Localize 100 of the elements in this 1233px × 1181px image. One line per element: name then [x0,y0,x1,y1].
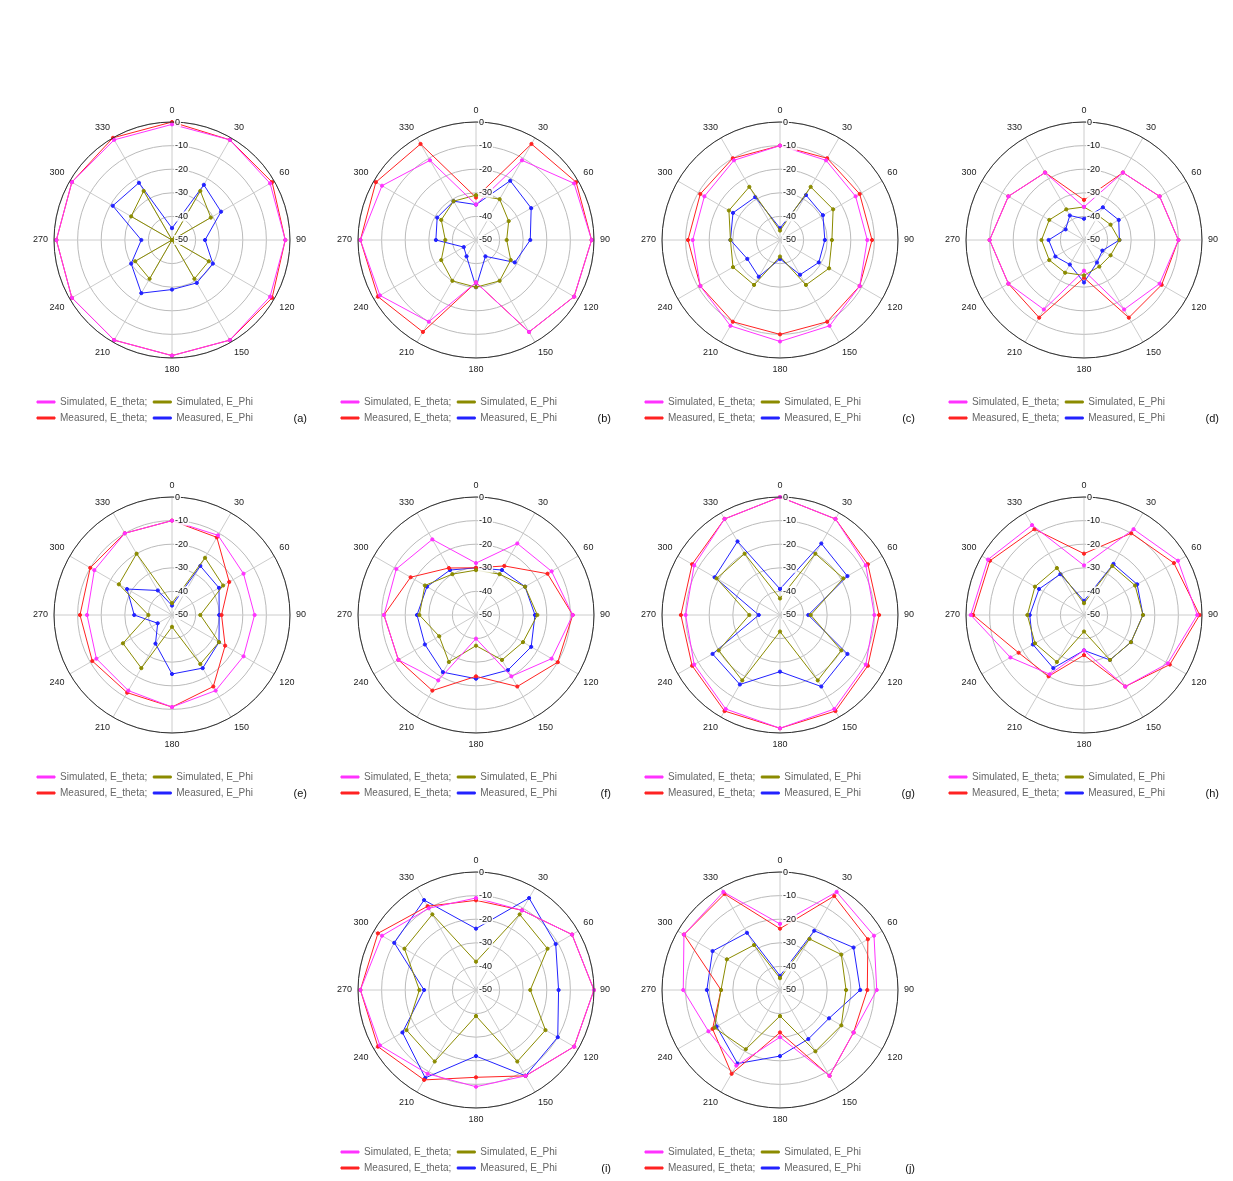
text: (e) [293,787,307,800]
legend-label: Simulated, E_theta; [971,395,1059,407]
y-tick-label: -10 [478,515,492,526]
spoke-label: 60 [582,917,593,928]
legend-label: Simulated, E_Phi [175,770,253,782]
spoke-label: 120 [582,1051,598,1062]
spoke-label: 210 [702,347,718,358]
spoke-label: 270 [336,609,352,620]
spoke-label: 210 [94,347,110,358]
spoke-label: 150 [537,347,553,358]
y-tick-label: -20 [174,538,188,549]
spoke-label: 180 [467,738,484,749]
spoke-label: 120 [278,676,294,687]
y-tick-label: -50 [478,609,492,620]
spoke-label: 150 [841,722,857,733]
spoke-label: 300 [657,542,673,553]
spoke-label: 150 [537,722,553,733]
y-tick-label: -40 [1086,585,1100,596]
y-tick-label: 0 [472,480,479,491]
spoke-label: 180 [163,738,180,749]
y-tick-label: -30 [174,562,188,573]
y-tick-label: 0 [776,855,783,866]
spoke-label: 60 [1190,542,1201,553]
y-tick-label: -30 [782,937,796,948]
y-tick-label: -10 [174,515,188,526]
y-tick-label: -40 [174,585,188,596]
spoke-label: 150 [841,1097,857,1108]
y-tick-label: 0 [472,855,479,866]
spoke-label: 30 [537,121,548,132]
spoke-label: 240 [961,301,977,312]
text: (g) [901,787,915,800]
y-tick-label: -20 [782,163,796,174]
spoke-label: 240 [657,301,673,312]
legend-label: Simulated, E_theta; [667,770,755,782]
spoke-label: 150 [233,722,249,733]
y-tick-label: 0 [472,105,479,116]
spoke-label: 240 [353,301,369,312]
text: (h) [1205,787,1219,800]
spoke-label: 330 [398,871,414,882]
legend-label: Measured, E_Phi [175,411,253,423]
legend-label: Measured, E_theta; [667,1161,755,1173]
spoke-label: 150 [537,1097,553,1108]
y-tick-label: -50 [478,234,492,245]
spoke-label: 30 [841,871,852,882]
spoke-label: 210 [702,1097,718,1108]
legend-label: Simulated, E_theta; [363,1145,451,1157]
y-tick-label: -30 [478,187,492,198]
y-tick-label: -10 [782,140,796,151]
spoke-label: 60 [1190,167,1201,178]
y-tick-label: -10 [1086,140,1100,151]
legend-label: Simulated, E_theta; [59,770,147,782]
legend-label: Measured, E_Phi [783,411,861,423]
legend-label: Measured, E_theta; [363,1161,451,1173]
spoke-label: 120 [582,301,598,312]
spoke-label: 90 [903,234,914,245]
legend-label: Simulated, E_theta; [363,770,451,782]
y-tick-label: 0 [1080,480,1087,491]
legend-label: Measured, E_Phi [175,786,253,798]
text: (d) [1205,412,1219,425]
y-tick-label: -40 [174,210,188,221]
legend-label: Measured, E_theta; [59,411,147,423]
spoke-label: 90 [295,234,306,245]
spoke-label: 60 [582,542,593,553]
spoke-label: 300 [657,167,673,178]
y-tick-label: 0 [168,105,175,116]
legend-label: Measured, E_theta; [363,411,451,423]
spoke-label: 60 [886,917,897,928]
spoke-label: 300 [961,542,977,553]
spoke-label: 90 [903,984,914,995]
spoke-label: 90 [599,609,610,620]
spoke-label: 30 [233,496,244,507]
y-tick-label: -10 [1086,515,1100,526]
legend-label: Simulated, E_Phi [783,770,861,782]
spoke-label: 270 [640,234,656,245]
y-tick-label: -50 [478,984,492,995]
spoke-label: 210 [1006,347,1022,358]
y-tick-label: -20 [478,913,492,924]
y-tick-label: -40 [782,210,796,221]
y-tick-label: -50 [782,609,796,620]
spoke-label: 30 [841,496,852,507]
spoke-label: 60 [278,167,289,178]
spoke-label: 120 [278,301,294,312]
text: (i) [600,1162,611,1175]
legend-label: Simulated, E_theta; [59,395,147,407]
spoke-label: 30 [537,871,548,882]
y-tick-label: -20 [478,163,492,174]
text: (a) [293,412,307,425]
spoke-label: 210 [398,1097,414,1108]
spoke-label: 210 [398,347,414,358]
y-tick-label: -10 [174,140,188,151]
y-tick-label: -40 [782,585,796,596]
y-tick-label: -10 [478,140,492,151]
spoke-label: 180 [771,363,788,374]
spoke-label: 180 [467,1113,484,1124]
y-tick-label: -40 [782,960,796,971]
y-tick-label: -10 [478,890,492,901]
legend-label: Simulated, E_theta; [667,1145,755,1157]
y-tick-label: -40 [478,210,492,221]
spoke-label: 330 [1006,496,1022,507]
spoke-label: 180 [163,363,180,374]
